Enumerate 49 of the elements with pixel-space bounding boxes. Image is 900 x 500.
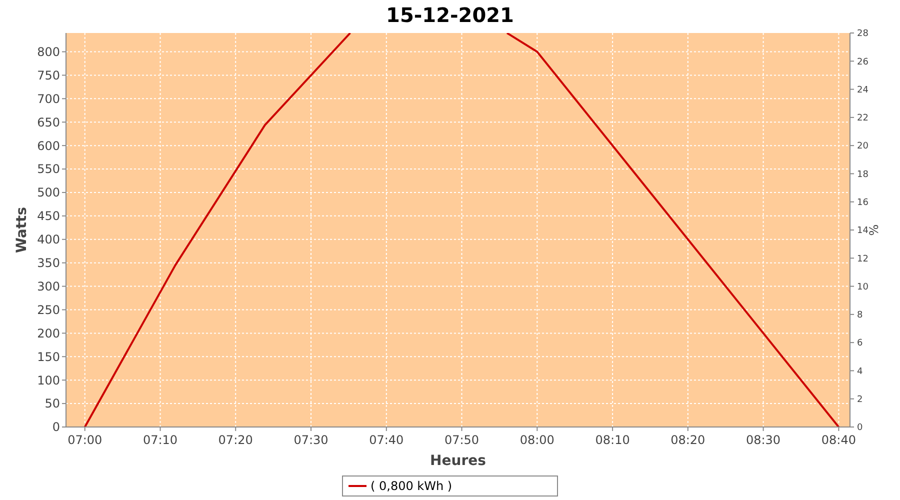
x-tick-label: 07:40 — [369, 433, 404, 447]
x-tick-label: 08:40 — [821, 433, 856, 447]
y-tick-label: 150 — [37, 350, 60, 364]
line-series — [84, 33, 352, 427]
chart-title: 15-12-2021 — [386, 3, 514, 27]
y-tick-label: 550 — [37, 162, 60, 176]
y2-tick-label: 12 — [857, 254, 868, 264]
x-tick-label: 07:30 — [294, 433, 328, 447]
y2-tick-label: 4 — [857, 366, 863, 377]
x-tick-label: 08:00 — [520, 433, 554, 447]
x-tick-label: 08:20 — [670, 433, 706, 447]
x-axis-title: Heures — [430, 453, 486, 469]
y2-tick-label: 6 — [857, 338, 863, 349]
y-tick-label: 500 — [37, 186, 60, 200]
y2-tick-label: 10 — [857, 282, 869, 292]
y2-tick-label: 8 — [857, 310, 863, 321]
legend-label: ( 0,800 kWh ) — [370, 479, 452, 494]
x-tick-label: 08:10 — [595, 433, 630, 447]
y-tick-label: 400 — [37, 232, 60, 247]
y2-axis-title: % — [867, 224, 881, 236]
y-tick-label: 600 — [37, 138, 60, 153]
y2-tick-label: 22 — [857, 114, 868, 124]
x-tick-label: 07:20 — [218, 433, 253, 447]
y2-tick-label: 0 — [857, 423, 863, 434]
y2-tick-label: 20 — [857, 142, 869, 152]
y2-tick-label: 16 — [857, 198, 869, 208]
y2-tick-label: 14 — [857, 226, 869, 236]
x-tick-label: 07:10 — [142, 433, 178, 447]
y-tick-label: 100 — [37, 373, 60, 388]
x-tick-label: 07:00 — [68, 433, 102, 447]
x-tick-label: 07:50 — [444, 433, 480, 447]
y-tick-label: 200 — [37, 326, 60, 340]
y-tick-label: 300 — [37, 279, 60, 294]
y2-tick-label: 18 — [857, 170, 869, 180]
y-tick-label: 250 — [37, 302, 60, 317]
y-tick-label: 0 — [52, 420, 60, 434]
y2-tick-label: 2 — [857, 395, 863, 406]
y2-tick-label: 28 — [857, 29, 869, 40]
y-axis-title: Watts — [14, 206, 30, 254]
y2-tick-label: 24 — [857, 85, 869, 96]
y-tick-label: 350 — [37, 256, 60, 270]
y-tick-label: 750 — [37, 68, 60, 82]
y-tick-label: 650 — [37, 115, 60, 130]
y2-tick-label: 26 — [857, 57, 869, 68]
x-tick-label: 08:30 — [746, 433, 781, 447]
y-tick-label: 50 — [44, 396, 60, 411]
y-tick-label: 800 — [37, 44, 60, 59]
y-tick-label: 700 — [37, 92, 60, 106]
y-tick-label: 450 — [37, 209, 60, 224]
